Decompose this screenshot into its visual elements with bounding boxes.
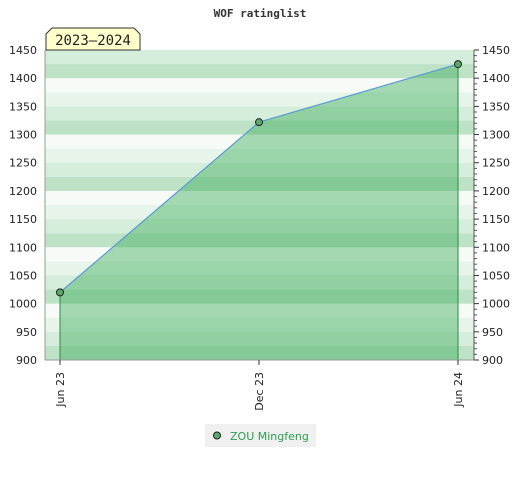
data-point: [454, 60, 462, 69]
y-tick-label-right: 1050: [482, 269, 510, 282]
grid-band: [45, 162, 474, 177]
grid-band: [45, 50, 474, 65]
series-area: [60, 64, 458, 360]
grid-band: [45, 120, 474, 135]
grid-band: [45, 148, 474, 163]
grid-band: [45, 78, 474, 93]
legend-box: [205, 424, 316, 447]
y-tick-label-left: 950: [16, 326, 37, 339]
y-tick-label-left: 1050: [9, 269, 37, 282]
y-tick-label-right: 1350: [482, 100, 510, 113]
grid-band: [45, 190, 474, 205]
grid-band: [45, 303, 474, 318]
grid-bands: [45, 50, 474, 360]
grid-band: [45, 247, 474, 262]
y-tick-label-left: 1200: [9, 185, 37, 198]
y-tick-label-right: 1200: [482, 185, 510, 198]
y-tick-label-right: 1150: [482, 213, 510, 226]
grid-band: [45, 219, 474, 234]
y-tick-label-left: 1300: [9, 129, 37, 142]
y-tick-label-right: 1400: [482, 72, 510, 85]
grid-band: [45, 289, 474, 304]
x-tick-label: Jun 24: [452, 372, 465, 408]
grid-band: [45, 176, 474, 191]
grid-band: [45, 205, 474, 220]
grid-band: [45, 233, 474, 248]
grid-band: [45, 134, 474, 149]
data-point: [56, 288, 64, 297]
y-axis-right: 900 950 1000 1050 1100 1150 1200 1250 1300 1350 14…: [473, 44, 510, 367]
legend-marker: [213, 431, 221, 440]
y-tick-label-left: 1400: [9, 72, 37, 85]
grid-band: [45, 92, 474, 107]
y-tick-label-right: 900: [482, 354, 503, 367]
y-tick-label-right: 950: [482, 326, 503, 339]
season-badge: 2023–2024: [45, 27, 141, 51]
x-axis: Jun 23 Dec 23 Jun 24: [45, 359, 474, 411]
grid-band: [45, 64, 474, 79]
y-tick-label-left: 1350: [9, 100, 37, 113]
legend[interactable]: ZOU Mingfeng: [205, 424, 316, 447]
y-tick-label-left: 1450: [9, 44, 37, 57]
grid-band: [45, 345, 474, 360]
legend-series-name: ZOU Mingfeng: [230, 430, 309, 443]
y-tick-label-left: 1100: [9, 241, 37, 254]
x-tick-label: Jun 23: [54, 372, 67, 408]
season-badge-box: [45, 27, 141, 51]
y-tick-label-left: 900: [16, 354, 37, 367]
y-tick-label-left: 1150: [9, 213, 37, 226]
y-tick-label-right: 1450: [482, 44, 510, 57]
grid-band: [45, 317, 474, 332]
y-tick-label-right: 1000: [482, 298, 510, 311]
chart-title: WOF ratinglist: [214, 7, 307, 20]
y-tick-label-right: 1300: [482, 129, 510, 142]
area-layer: [56, 60, 462, 360]
grid-band: [45, 331, 474, 346]
season-label: 2023–2024: [55, 33, 131, 49]
y-tick-label-left: 1250: [9, 157, 37, 170]
x-tick-label: Dec 23: [253, 372, 266, 411]
y-tick-label-left: 1000: [9, 298, 37, 311]
y-axis-left: 900 950 1000 1050 1100 1150 1200 1250 1300 1350 14…: [9, 44, 46, 367]
grid-band: [45, 275, 474, 290]
grid-band: [45, 261, 474, 276]
data-point: [255, 118, 263, 127]
grid-band: [45, 106, 474, 121]
y-tick-label-right: 1100: [482, 241, 510, 254]
y-tick-label-right: 1250: [482, 157, 510, 170]
